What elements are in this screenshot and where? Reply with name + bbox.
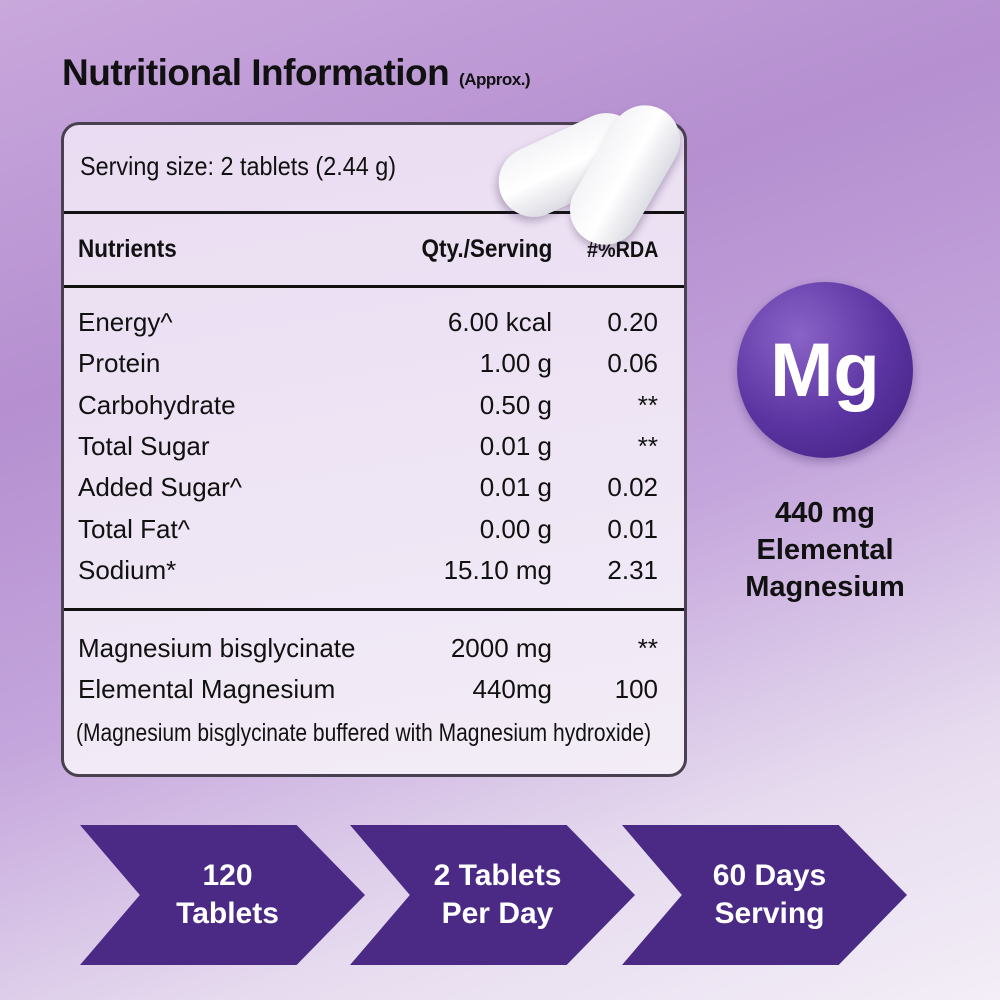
mg-line2: Elemental bbox=[756, 534, 894, 566]
divider bbox=[64, 285, 684, 288]
cell-n: Magnesium bisglycinate bbox=[78, 633, 356, 663]
cell-q: 15.10 mg bbox=[443, 554, 552, 585]
table-row: Total Fat^ 0.00 g 0.01 bbox=[78, 514, 658, 554]
cell-d: ** bbox=[637, 389, 658, 420]
arrow-text: Serving bbox=[714, 897, 825, 930]
magnesium-badge: Mg bbox=[737, 282, 913, 458]
arrow-text: 2 Tablets bbox=[433, 859, 562, 892]
cell-q: 0.50 g bbox=[479, 389, 552, 420]
header-qty: Qty./Serving bbox=[421, 235, 552, 263]
cell-d: 0.01 bbox=[607, 513, 658, 544]
magnesium-label: 440 mg Elemental Magnesium bbox=[700, 495, 950, 606]
table-row: Carbohydrate 0.50 g ** bbox=[78, 390, 658, 430]
arrow-text: Per Day bbox=[441, 897, 554, 930]
cell-d: ** bbox=[637, 430, 658, 461]
table-row: Sodium* 15.10 mg 2.31 bbox=[78, 555, 658, 595]
arrow-text: 60 Days bbox=[712, 859, 827, 892]
cell-q: 0.00 g bbox=[479, 513, 552, 544]
arrow-days: 60 Days Serving bbox=[622, 825, 907, 965]
header-nutrients: Nutrients bbox=[78, 235, 177, 263]
cell-q: 1.00 g bbox=[479, 348, 552, 379]
table-row: Energy^ 6.00 kcal 0.20 bbox=[78, 307, 658, 347]
cell-n: Energy^ bbox=[78, 307, 173, 337]
cell-n: Added Sugar^ bbox=[78, 472, 242, 503]
cell-d: 0.06 bbox=[607, 348, 658, 379]
footnote: (Magnesium bisglycinate buffered with Ma… bbox=[76, 719, 652, 747]
cell-d: 2.31 bbox=[607, 554, 658, 585]
mg-symbol: Mg bbox=[770, 327, 880, 413]
serving-size: Serving size: 2 tablets (2.44 g) bbox=[80, 151, 397, 181]
table-row: Elemental Magnesium 440mg 100 bbox=[78, 674, 658, 714]
cell-n: Total Fat^ bbox=[78, 513, 190, 544]
arrow-text: 120 bbox=[202, 859, 253, 892]
cell-d: 100 bbox=[614, 674, 658, 705]
cell-d: 0.02 bbox=[607, 472, 658, 503]
cell-n: Sodium* bbox=[78, 554, 177, 585]
mg-amount: 440 mg bbox=[775, 497, 875, 529]
mg-line3: Magnesium bbox=[745, 571, 905, 603]
table-row: Protein 1.00 g 0.06 bbox=[78, 348, 658, 388]
cell-d: ** bbox=[637, 633, 658, 663]
cell-q: 0.01 g bbox=[479, 430, 552, 461]
arrow-tablets: 120 Tablets bbox=[80, 825, 365, 965]
title-note: (Approx.) bbox=[459, 70, 531, 89]
page-title: Nutritional Information (Approx.) bbox=[62, 52, 531, 94]
table-row: Magnesium bisglycinate 2000 mg ** bbox=[78, 633, 658, 673]
cell-q: 440mg bbox=[472, 674, 553, 705]
cell-n: Carbohydrate bbox=[78, 389, 236, 420]
cell-n: Total Sugar bbox=[78, 430, 210, 461]
cell-n: Elemental Magnesium bbox=[78, 674, 336, 705]
divider bbox=[64, 608, 684, 611]
cell-n: Protein bbox=[78, 348, 161, 379]
arrow-text: Tablets bbox=[176, 897, 279, 930]
title-text: Nutritional Information bbox=[62, 52, 450, 93]
cell-d: 0.20 bbox=[607, 307, 658, 337]
cell-q: 2000 mg bbox=[450, 633, 552, 663]
cell-q: 0.01 g bbox=[479, 472, 552, 503]
cell-q: 6.00 kcal bbox=[447, 307, 552, 337]
table-row: Added Sugar^ 0.01 g 0.02 bbox=[78, 472, 658, 512]
arrow-per-day: 2 Tablets Per Day bbox=[350, 825, 635, 965]
table-row: Total Sugar 0.01 g ** bbox=[78, 431, 658, 471]
divider bbox=[64, 211, 684, 214]
